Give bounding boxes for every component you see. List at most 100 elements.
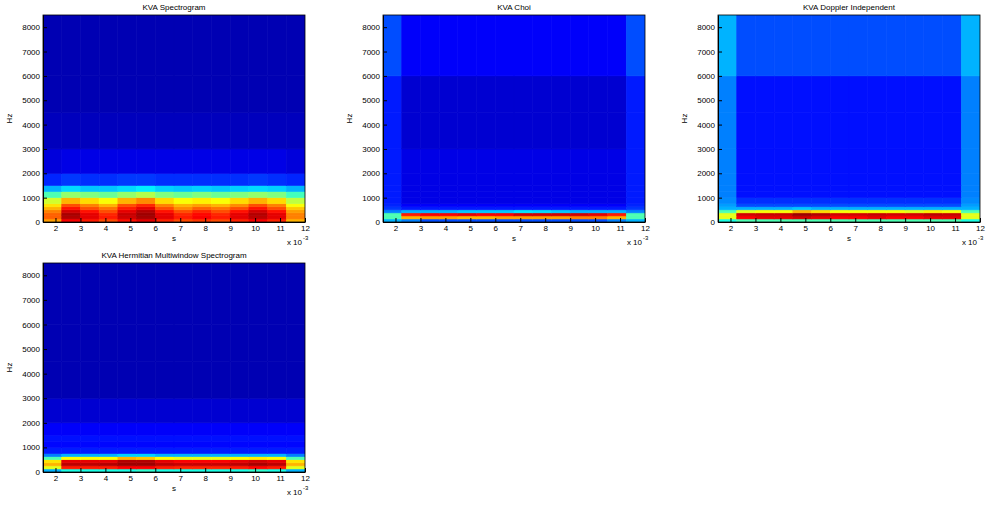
heatmap-cell xyxy=(62,398,81,423)
y-tick-mark xyxy=(43,374,47,375)
heatmap-cell xyxy=(533,198,552,204)
heatmap-cell xyxy=(230,463,249,466)
heatmap-cell xyxy=(62,210,81,213)
heatmap-cell xyxy=(830,210,849,213)
heatmap-cell xyxy=(286,469,305,472)
heatmap-cell xyxy=(80,463,99,466)
heatmap-cell xyxy=(514,76,533,113)
x-tick-mark xyxy=(305,468,306,472)
x-tick-label: 3 xyxy=(79,224,84,233)
heatmap-cell xyxy=(211,207,230,210)
heatmap-cell xyxy=(755,192,774,198)
heatmap-cell xyxy=(458,76,477,113)
x-tick-label: 6 xyxy=(829,224,834,233)
heatmap-cell xyxy=(737,210,756,213)
heatmap-cell xyxy=(193,210,212,213)
y-tick-label: 8000 xyxy=(697,23,715,32)
heatmap-cell xyxy=(62,76,81,113)
x-tick-mark xyxy=(495,218,496,222)
heatmap-cell xyxy=(137,204,156,207)
heatmap-cell xyxy=(626,149,645,173)
y-tick: 3000 xyxy=(22,394,47,403)
heatmap-cell xyxy=(626,173,645,185)
heatmap-cell xyxy=(174,219,193,222)
heatmap-cell xyxy=(439,185,458,191)
heatmap-cell xyxy=(774,112,793,149)
heatmap-cell xyxy=(495,213,514,216)
heatmap-cell xyxy=(174,207,193,210)
heatmap-cell xyxy=(62,457,81,460)
heatmap-cell xyxy=(570,198,589,204)
heatmap-cell xyxy=(886,219,905,222)
heatmap-cell xyxy=(286,204,305,207)
heatmap-cell xyxy=(793,112,812,149)
heatmap-cell xyxy=(849,149,868,173)
x-tick: 2 xyxy=(54,468,59,483)
y-axis-line xyxy=(43,264,44,473)
y-axis: 010002000300040005000600070008000 xyxy=(22,16,47,228)
heatmap-cell xyxy=(626,216,645,219)
heatmap-cell xyxy=(155,149,174,173)
heatmap-cell xyxy=(62,204,81,207)
heatmap-cell xyxy=(383,112,402,149)
heatmap-cell xyxy=(155,460,174,463)
heatmap-cell xyxy=(793,213,812,216)
heatmap-cell xyxy=(80,192,99,198)
heatmap-cell xyxy=(137,173,156,185)
x-tick-mark xyxy=(730,218,731,222)
heatmap-cell xyxy=(402,112,421,149)
y-tick: 0 xyxy=(711,218,722,227)
heatmap-cell xyxy=(737,192,756,198)
heatmap-cell xyxy=(174,198,193,204)
heatmap-cell xyxy=(886,204,905,207)
heatmap-cell xyxy=(755,15,774,76)
heatmap-cell xyxy=(174,216,193,219)
y-tick: 2000 xyxy=(362,169,387,178)
heatmap-cell xyxy=(230,76,249,113)
heatmap-cell xyxy=(905,149,924,173)
heatmap-cell xyxy=(174,469,193,472)
heatmap-cell xyxy=(193,423,212,435)
heatmap-cell xyxy=(286,398,305,423)
x-tick-mark xyxy=(255,468,256,472)
heatmap-cell xyxy=(533,76,552,113)
y-tick: 5000 xyxy=(22,345,47,354)
heatmap-cell xyxy=(155,204,174,207)
heatmap-cell xyxy=(477,192,496,198)
heatmap-cell xyxy=(533,204,552,207)
heatmap-cell xyxy=(439,213,458,216)
heatmap-cell xyxy=(718,15,737,76)
heatmap-cell xyxy=(886,15,905,76)
heatmap-cell xyxy=(230,447,249,453)
heatmap-cell xyxy=(268,15,287,76)
x-tick-label: 11 xyxy=(616,224,625,233)
heatmap-cell xyxy=(774,213,793,216)
heatmap-cell xyxy=(830,112,849,149)
heatmap-cell xyxy=(570,207,589,210)
heatmap-cell xyxy=(80,219,99,222)
heatmap-cell xyxy=(383,173,402,185)
x-tick-mark xyxy=(80,468,81,472)
heatmap-cell xyxy=(626,207,645,210)
heatmap-cell xyxy=(62,447,81,453)
y-tick-mark xyxy=(383,173,387,174)
heatmap-cell xyxy=(174,435,193,441)
heatmap-cell xyxy=(230,469,249,472)
heatmap-cell xyxy=(458,216,477,219)
heatmap-cell xyxy=(62,435,81,441)
heatmap-cell xyxy=(80,149,99,173)
heatmap-cell xyxy=(793,149,812,173)
y-tick-mark xyxy=(43,52,47,53)
x-tick-label: 11 xyxy=(951,224,960,233)
heatmap-cell xyxy=(137,460,156,463)
x-tick-label: 4 xyxy=(104,224,109,233)
heatmap-cell xyxy=(80,441,99,447)
heatmap-cell xyxy=(193,192,212,198)
heatmap-cell xyxy=(43,76,62,113)
y-tick: 4000 xyxy=(362,121,387,130)
x-tick-label: 12 xyxy=(641,224,650,233)
heatmap-cell xyxy=(99,219,118,222)
heatmap-cell xyxy=(230,15,249,76)
heatmap-cell xyxy=(868,204,887,207)
heatmap-cell xyxy=(62,185,81,191)
